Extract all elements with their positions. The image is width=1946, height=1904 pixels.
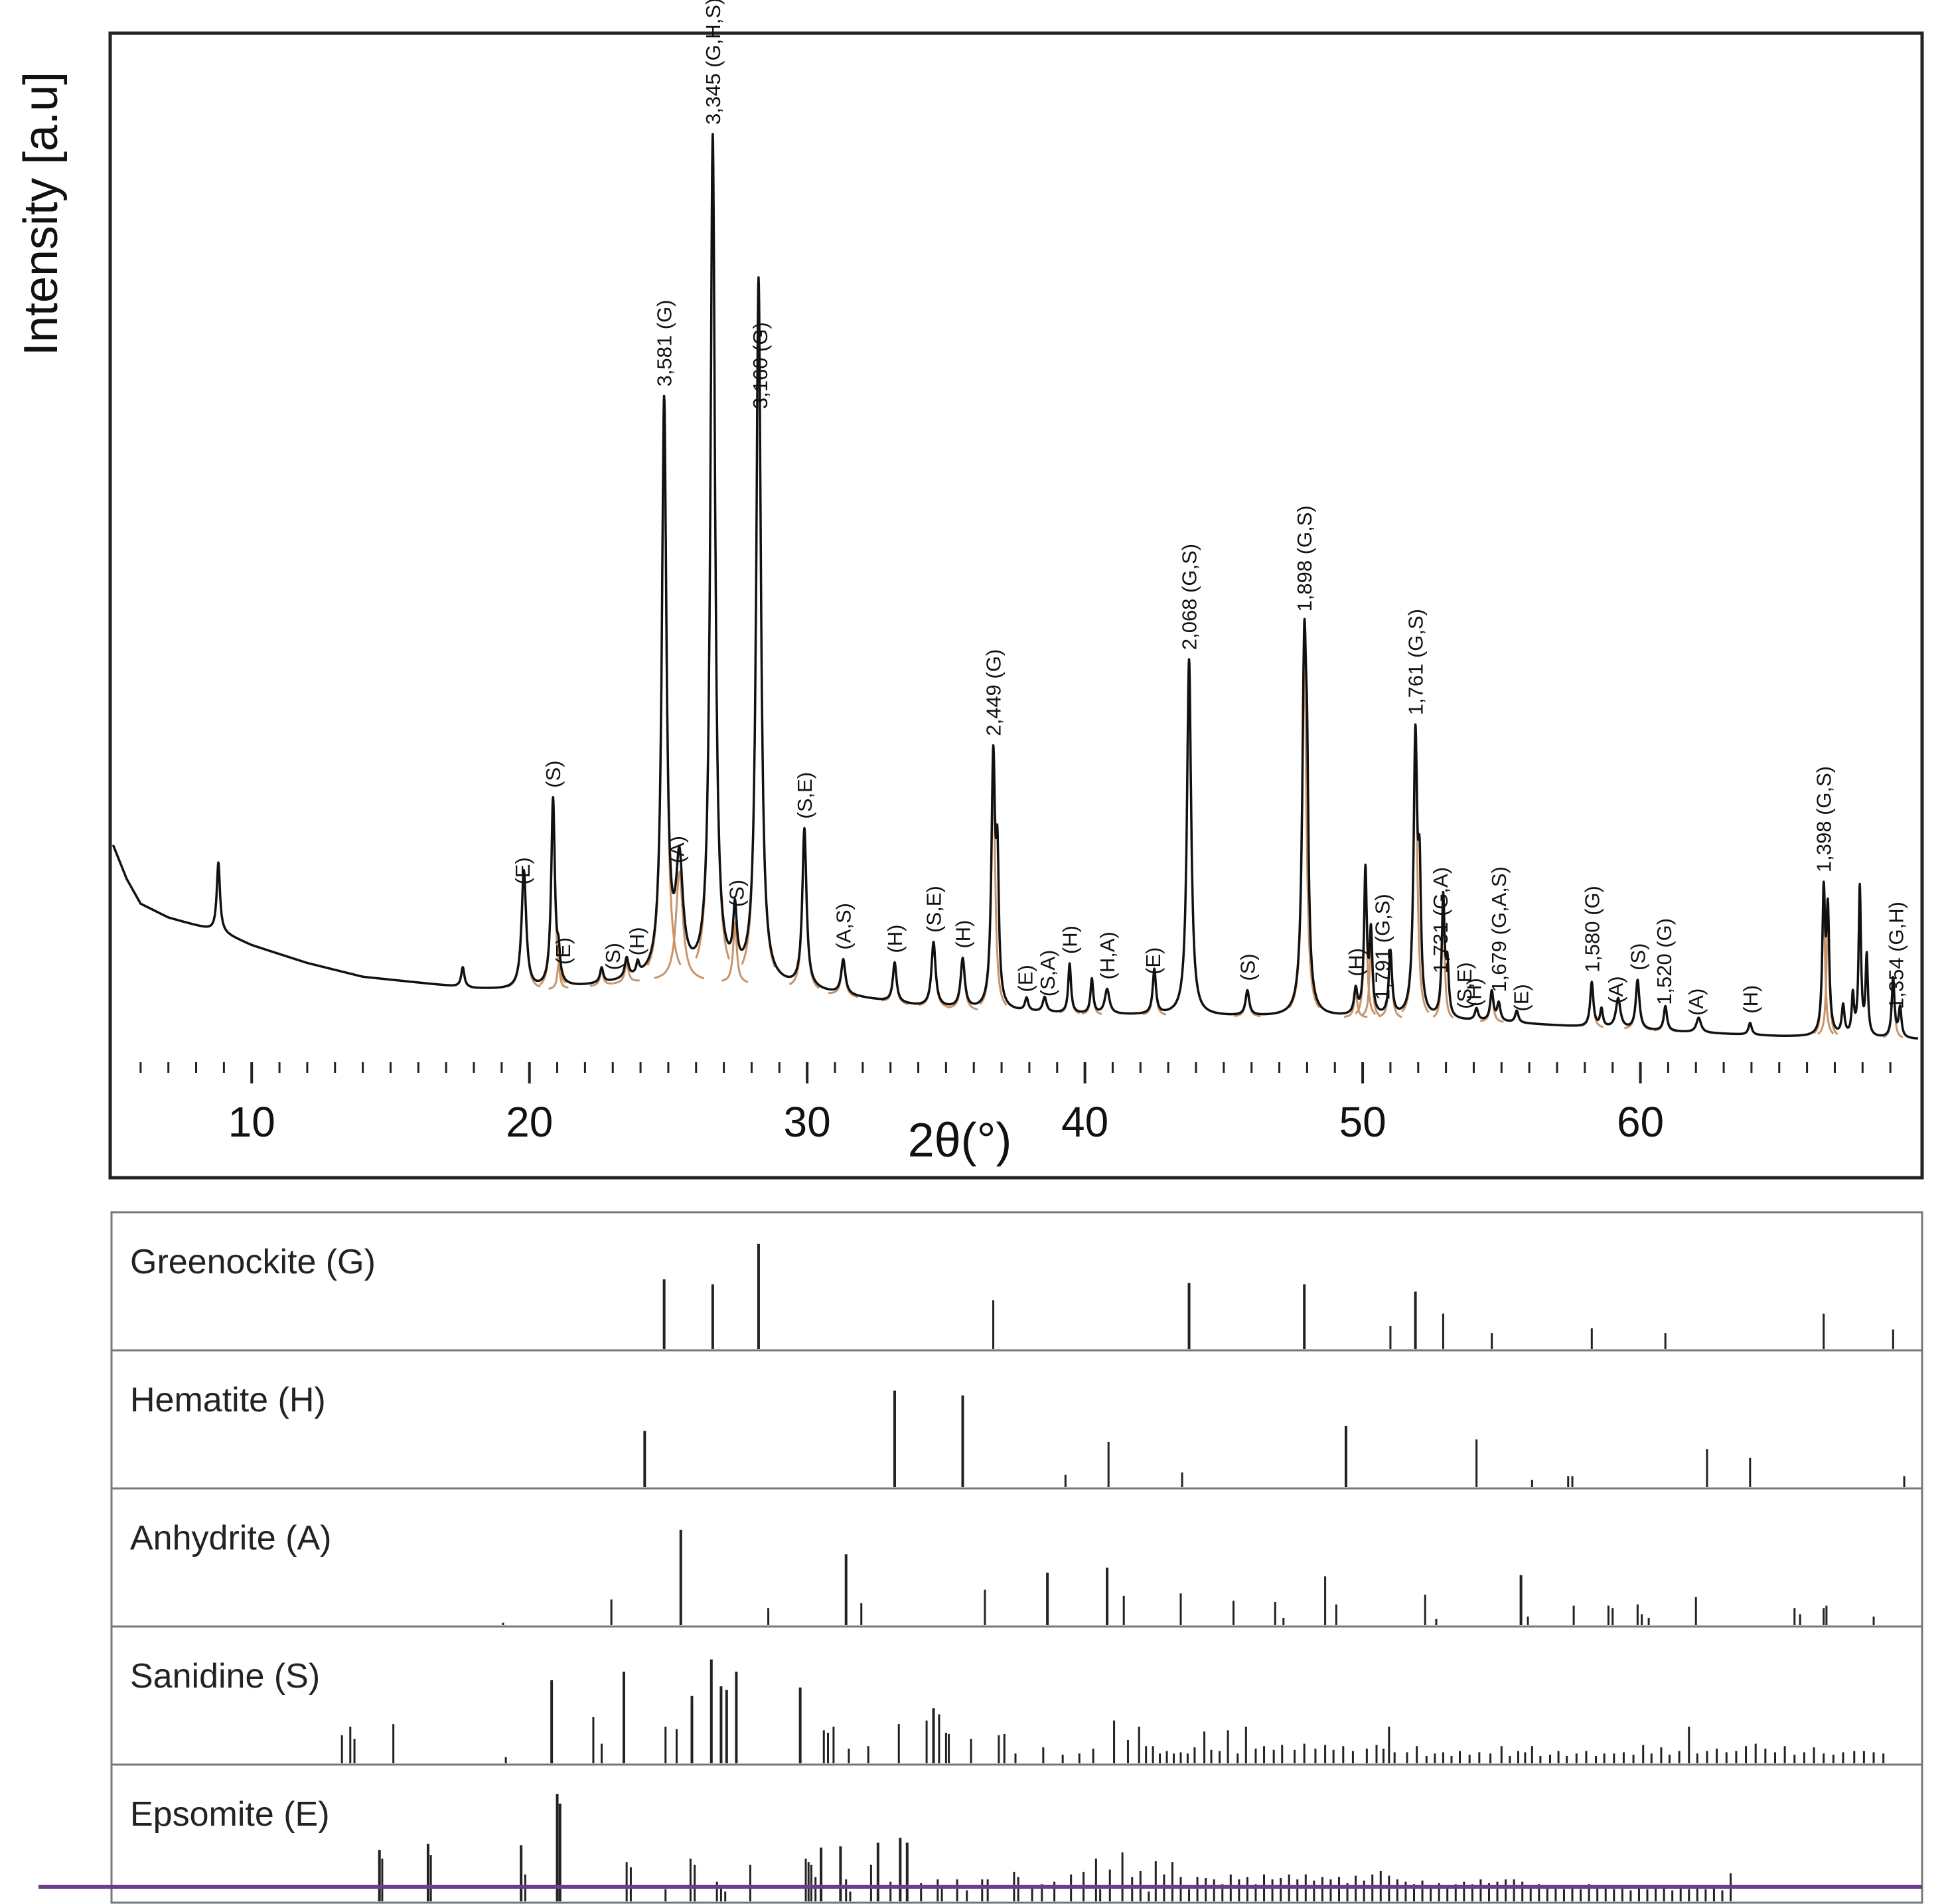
x-tick-label: 50 [1339, 1098, 1386, 1146]
peak-annotation: 1,791 (G,S) [1371, 894, 1394, 1000]
peak-annotation: 1,898 (G,S) [1293, 505, 1316, 611]
reference-label: Greenockite (G) [130, 1243, 376, 1281]
peak-annotation: (S,E) [1453, 962, 1476, 1009]
fit-peak [721, 920, 749, 983]
peak-annotation: (H) [625, 927, 648, 955]
fit-peak [548, 961, 569, 990]
peak-annotation: (S) [542, 760, 565, 787]
peak-annotation: (S,E) [793, 772, 816, 819]
x-tick-label: 20 [506, 1098, 553, 1146]
peak-annotation: 3,581 (G) [653, 299, 676, 386]
peak-annotation: (S,E) [923, 886, 946, 933]
peak-annotation: (S) [1626, 943, 1649, 970]
peak-annotation: (A) [1604, 976, 1627, 1003]
peak-annotation: (H) [883, 925, 907, 953]
peak-annotation: 1,580 (G) [1580, 886, 1604, 973]
peak-annotation: (A,S) [832, 903, 856, 950]
peak-annotation: (E) [552, 937, 575, 965]
peak-annotation: (H,A) [1096, 931, 1119, 979]
x-axis-ticks: 10 20 30 40 50 60 [139, 1062, 1892, 1146]
peak-annotation: (E) [1510, 984, 1533, 1011]
peak-annotation: 1,761 (G,S) [1404, 609, 1428, 715]
peak-annotation: (E) [511, 857, 534, 884]
peak-annotation: (S) [1236, 953, 1259, 981]
diffractogram-frame [108, 31, 1924, 1180]
peak-annotation: 1,520 (G) [1653, 918, 1676, 1005]
peak-annotation: (H) [1345, 948, 1368, 977]
reference-patterns: Greenockite (G) Hematite (H) Anhydrite (A)… [110, 1211, 1923, 1904]
peak-annotation: 2,449 (G) [982, 649, 1006, 736]
peak-annotation: 2,068 (G,S) [1178, 544, 1201, 650]
peak-annotation: (S) [725, 880, 748, 907]
peak-annotation: (E) [1142, 947, 1165, 975]
peak-annotation: (A) [665, 836, 688, 863]
peak-annotation: (S,A) [1036, 950, 1059, 997]
peak-annotation: (S) [601, 943, 625, 970]
x-tick-label: 40 [1061, 1098, 1108, 1146]
peak-annotation: (H) [951, 920, 974, 949]
peak-annotation: 1,398 (G,S) [1813, 766, 1836, 872]
reference-label: Sanidine (S) [130, 1657, 320, 1696]
peak-annotation: 1,354 (G,H) [1885, 902, 1908, 1009]
pattern-curve [112, 133, 1919, 1040]
peak-annotation: (A) [1684, 989, 1708, 1016]
reference-label: Hematite (H) [130, 1381, 326, 1419]
x-tick-label: 10 [228, 1098, 275, 1146]
fit-peak [613, 961, 640, 985]
x-tick-label: 30 [784, 1098, 831, 1146]
y-axis-label: Intensity [a.u] [15, 72, 68, 356]
peak-annotation: (H) [1059, 925, 1082, 954]
peak-annotation: 3,160 (G) [749, 322, 772, 409]
peak-annotation: 3,345 (G,H,S) [702, 0, 725, 125]
peak-annotation: 1,731 (G,A) [1429, 867, 1452, 973]
fit-peak [654, 870, 705, 980]
x-tick-label: 60 [1617, 1098, 1664, 1146]
reference-label: Anhydrite (A) [130, 1519, 331, 1557]
peak-annotations: (E)(S)(E) (S)(H)(A)3,581 (G)3,345 (G,H,S)… [511, 0, 1908, 1016]
peak-annotation: (H) [1462, 978, 1485, 1006]
reference-frame [110, 1211, 1923, 1904]
peak-annotation: (H) [1739, 985, 1762, 1014]
peak-annotation: 1,679 (G,A,S) [1487, 866, 1511, 992]
peak-annotation: (E) [1014, 965, 1037, 992]
x-axis-label: 2θ(°) [908, 1114, 1012, 1167]
reference-label: Epsomite (E) [130, 1795, 330, 1834]
